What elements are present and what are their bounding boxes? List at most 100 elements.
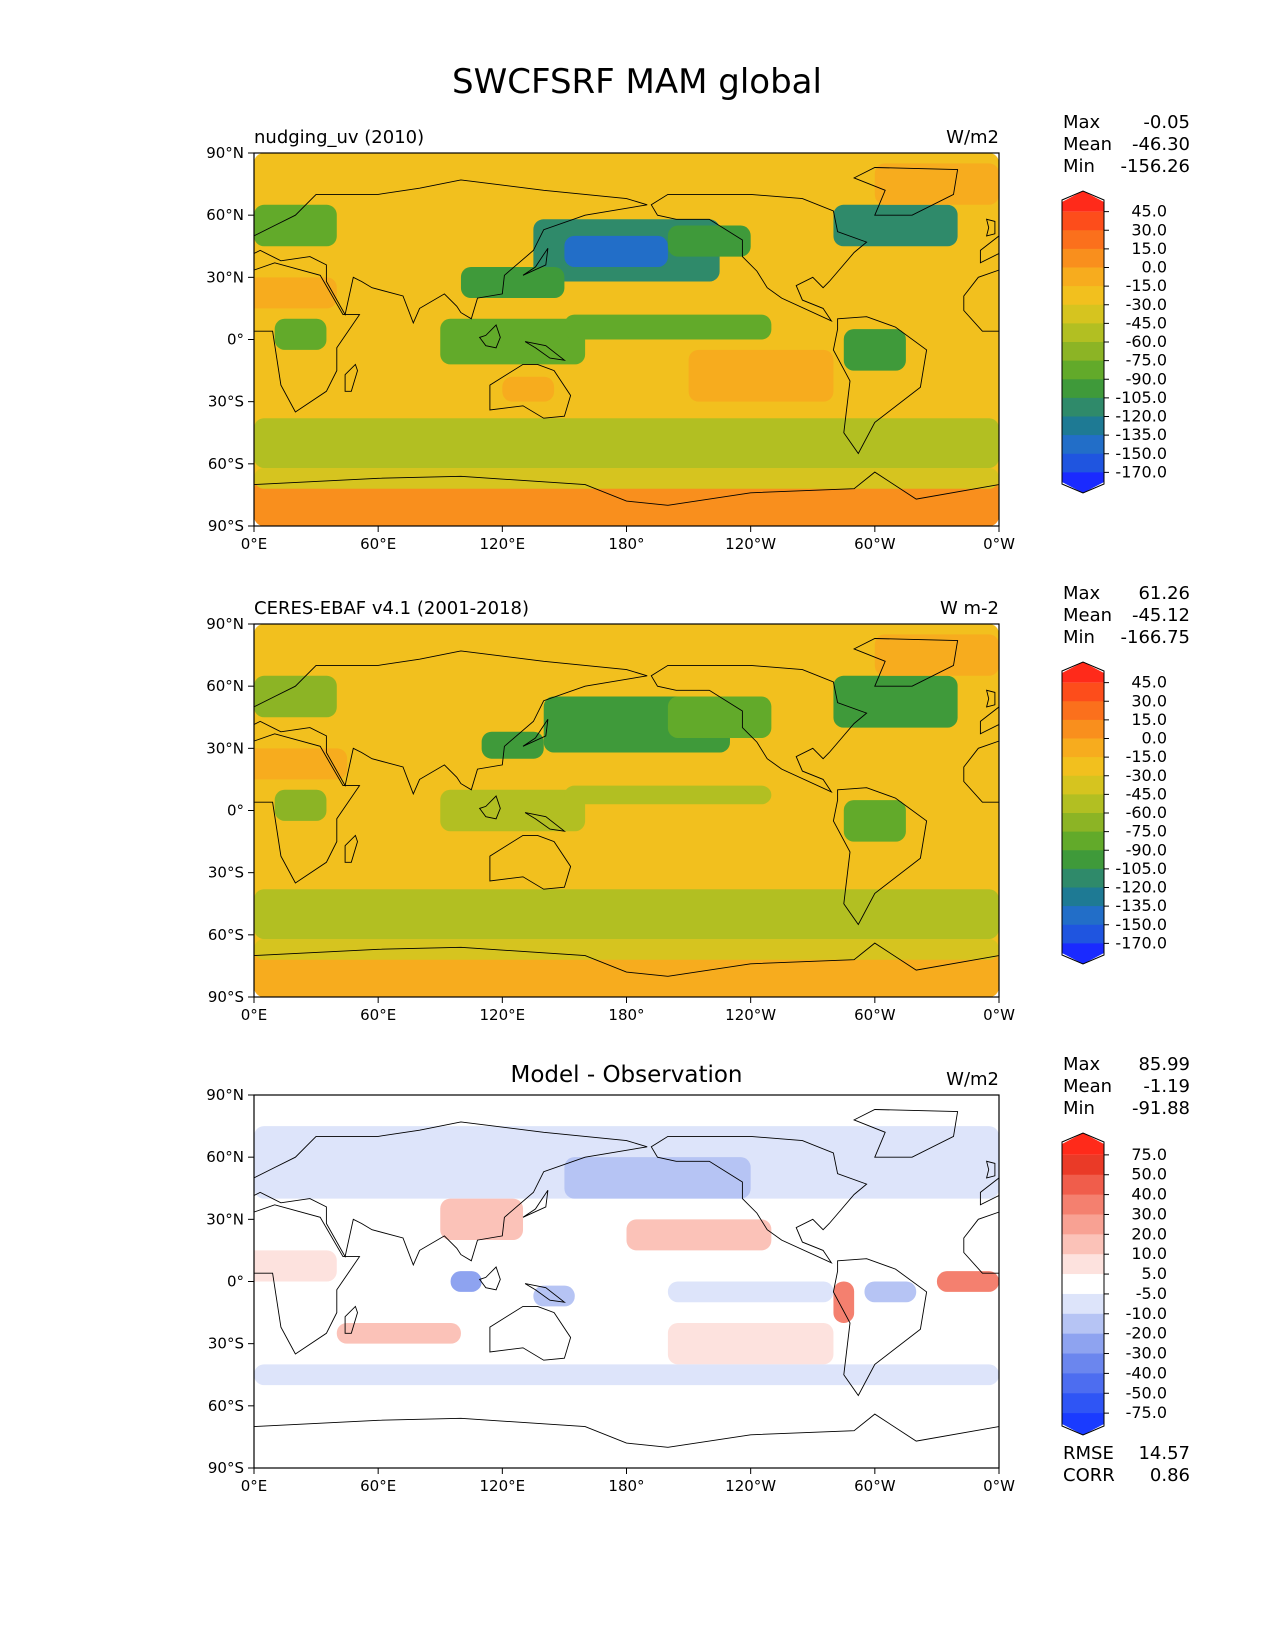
y-tick-label: 60°N	[206, 1148, 244, 1166]
x-tick-label: 120°W	[725, 1006, 776, 1024]
y-tick-label: 0°	[227, 331, 244, 349]
field-region	[254, 675, 337, 718]
colorbar-label: -150.0	[1115, 915, 1167, 934]
panel-units: W m-2	[940, 598, 999, 619]
field-region	[254, 277, 337, 309]
colorbar-segment	[1062, 379, 1104, 399]
colorbar-label: -105.0	[1115, 388, 1167, 407]
y-tick-label: 60°S	[208, 455, 244, 473]
colorbar-label: 30.0	[1131, 691, 1167, 710]
colorbar-label: -75.0	[1126, 1403, 1167, 1422]
colorbar-outline	[1061, 1132, 1105, 1436]
stat-value-rmse: 14.57	[1138, 1443, 1190, 1464]
stat-label-mean: Mean	[1063, 134, 1112, 155]
colorbar-segment	[1062, 1154, 1104, 1176]
colorbar-label: -90.0	[1126, 369, 1167, 388]
field-region	[254, 748, 348, 780]
coastline-africa	[254, 262, 361, 413]
colorbar-segment	[1062, 230, 1104, 250]
field-region	[254, 938, 999, 960]
colorbar-segment	[1062, 1194, 1104, 1215]
y-tick-label: 30°N	[206, 1210, 244, 1228]
field-region	[667, 1322, 834, 1365]
colorbar-segment	[1062, 304, 1104, 324]
x-tick-label: 180°	[608, 1477, 644, 1495]
stat-value-min: -166.75	[1121, 627, 1190, 648]
coastline-madagascar	[344, 363, 358, 392]
x-tick-label: 60°W	[854, 1006, 896, 1024]
colorbar-segment	[1062, 191, 1104, 212]
coastline-australia	[489, 1305, 572, 1361]
colorbar: 45.030.015.00.0-15.0-30.0-45.0-60.0-75.0…	[1061, 190, 1167, 494]
colorbar-segment	[1062, 813, 1104, 833]
stat-value-mean: -45.12	[1132, 605, 1190, 626]
colorbar-outline	[1061, 661, 1105, 965]
colorbar-segment	[1062, 775, 1104, 795]
colorbar-segment	[1062, 435, 1104, 455]
y-tick-label: 90°S	[208, 1459, 244, 1477]
stat-value-max: 85.99	[1138, 1054, 1190, 1075]
colorbar-segment	[1062, 453, 1104, 473]
stat-label-mean: Mean	[1063, 605, 1112, 626]
coastline-japan	[522, 248, 549, 276]
field-region	[864, 1281, 917, 1303]
field-region	[833, 204, 958, 247]
stat-value-min: -156.26	[1121, 156, 1190, 177]
x-tick-label: 0°E	[241, 535, 268, 553]
x-tick-label: 120°W	[725, 535, 776, 553]
y-tick-label: 0°	[227, 802, 244, 820]
colorbar-label: -45.0	[1126, 784, 1167, 803]
coastline-antarctica	[254, 471, 999, 526]
colorbar-segment	[1062, 868, 1104, 888]
colorbar-segment	[1062, 887, 1104, 907]
y-tick-label: 60°N	[206, 677, 244, 695]
coastline-borneo	[478, 795, 501, 820]
colorbar-segment	[1062, 1313, 1104, 1335]
field-region	[564, 314, 772, 340]
colorbar-segment	[1062, 342, 1104, 362]
stat-value-min: -91.88	[1132, 1098, 1190, 1119]
colorbar-segment	[1062, 1373, 1104, 1394]
x-tick-label: 60°E	[360, 1477, 396, 1495]
field-region	[502, 376, 555, 402]
map-panel-0: nudging_uv (2010) W/m2 0°E 60°E 120°E 180° 120…	[206, 112, 1190, 553]
stat-label-rmse: RMSE	[1063, 1443, 1114, 1464]
colorbar-segment	[1062, 472, 1104, 493]
y-tick-label: 90°S	[208, 988, 244, 1006]
field-region	[460, 266, 565, 299]
colorbar-label: -75.0	[1126, 351, 1167, 370]
x-tick-label: 120°W	[725, 1477, 776, 1495]
y-tick-label: 60°S	[208, 926, 244, 944]
colorbar-label: 75.0	[1131, 1145, 1167, 1164]
colorbar-segment	[1062, 719, 1104, 739]
stat-label-min: Min	[1063, 627, 1095, 648]
colorbar-segment	[1062, 267, 1104, 287]
colorbar-label: 30.0	[1131, 1204, 1167, 1223]
field-region	[450, 1271, 482, 1292]
stat-label-min: Min	[1063, 1098, 1095, 1119]
colorbar-segment	[1062, 360, 1104, 380]
stat-value-mean: -46.30	[1132, 134, 1190, 155]
y-tick-label: 90°N	[206, 1086, 244, 1104]
colorbar-segment	[1062, 850, 1104, 870]
field-region	[936, 1271, 999, 1292]
coastline-africa	[254, 1204, 361, 1355]
colorbar-label: -105.0	[1115, 859, 1167, 878]
colorbar-segment	[1062, 1254, 1104, 1275]
field-region	[440, 318, 586, 365]
field-region	[254, 204, 337, 247]
colorbar-segment	[1062, 323, 1104, 343]
colorbar-label: -5.0	[1136, 1284, 1167, 1303]
coastline-africa-wrap	[963, 740, 999, 803]
field-region	[254, 1364, 999, 1386]
field-layer	[254, 153, 999, 526]
colorbar-segment	[1062, 416, 1104, 436]
coastline-eurasia	[254, 1121, 648, 1267]
field-region	[481, 731, 544, 759]
field-layer	[254, 624, 999, 997]
colorbar-segment	[1062, 1234, 1104, 1255]
y-tick-label: 30°S	[208, 393, 244, 411]
coastline-australia	[489, 834, 572, 890]
colorbar-segment	[1062, 1353, 1104, 1374]
